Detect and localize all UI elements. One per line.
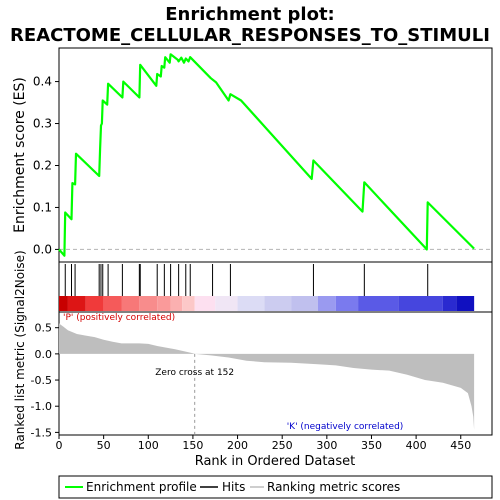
heat-block bbox=[67, 296, 86, 311]
es-curve-group bbox=[58, 53, 492, 257]
ranking-metric-fill bbox=[59, 323, 475, 430]
metric-y-tick-label: 0.5 bbox=[35, 322, 53, 335]
metric-y-tick-label: -0.5 bbox=[31, 374, 52, 387]
heat-block bbox=[442, 296, 457, 311]
es-y-tick-label: 0.4 bbox=[33, 75, 52, 89]
heat-block bbox=[215, 296, 238, 311]
heat-block bbox=[103, 296, 122, 311]
metric-y-axis-label: Ranked list metric (Signal2Noise) bbox=[13, 250, 27, 449]
ranking-heat-bar bbox=[59, 296, 475, 311]
heat-block bbox=[317, 296, 336, 311]
heat-block bbox=[157, 296, 171, 311]
x-tick-label: 450 bbox=[450, 439, 471, 452]
negative-correlation-label: 'K' (negatively correlated) bbox=[287, 422, 404, 432]
heat-block bbox=[398, 296, 443, 311]
x-tick-label: 0 bbox=[56, 439, 63, 452]
es-y-tick-label: 0.1 bbox=[33, 200, 52, 214]
x-tick-label: 250 bbox=[272, 439, 293, 452]
positive-correlation-label: 'P' (positively correlated) bbox=[63, 313, 175, 323]
x-tick-label: 200 bbox=[227, 439, 248, 452]
x-tick-label: 100 bbox=[138, 439, 159, 452]
hit-lines bbox=[64, 264, 429, 296]
metric-y-tick-label: -1.0 bbox=[31, 400, 52, 413]
legend-box bbox=[58, 475, 493, 499]
x-tick-label: 350 bbox=[361, 439, 382, 452]
heat-block bbox=[59, 296, 68, 311]
heat-block bbox=[121, 296, 140, 311]
metric-y-tick-label: 0.0 bbox=[35, 348, 53, 361]
x-tick-label: 50 bbox=[97, 439, 111, 452]
enrichment-profile-line bbox=[58, 53, 475, 257]
heat-block bbox=[358, 296, 399, 311]
heat-block bbox=[85, 296, 104, 311]
ranking-metric-area bbox=[59, 323, 475, 430]
es-panel-frame bbox=[58, 47, 493, 263]
heat-block bbox=[335, 296, 359, 311]
heat-block bbox=[194, 296, 216, 311]
heat-block bbox=[291, 296, 318, 311]
heat-block bbox=[264, 296, 292, 311]
metric-y-tick-label: -1.5 bbox=[31, 426, 52, 439]
es-y-tick-label: 0.2 bbox=[33, 158, 52, 172]
x-axis-ticks: 0 50 100 150 200 250 300 350 400 450 bbox=[56, 435, 471, 452]
es-y-tick-label: 0.0 bbox=[33, 242, 52, 256]
es-y-tick-label: 0.3 bbox=[33, 117, 52, 131]
legend-hits-label: Hits bbox=[222, 480, 245, 494]
heat-block bbox=[170, 296, 183, 311]
chart-title-line2: REACTOME_CELLULAR_RESPONSES_TO_STIMULI bbox=[10, 25, 490, 46]
zero-cross-label: Zero cross at 152 bbox=[155, 368, 234, 378]
metric-y-ticks: 0.5 0.0 -0.5 -1.0 -1.5 bbox=[31, 322, 59, 439]
es-y-axis-label: Enrichment score (ES) bbox=[12, 77, 28, 233]
legend-metric-label: Ranking metric scores bbox=[267, 480, 400, 494]
x-tick-label: 300 bbox=[316, 439, 337, 452]
heat-block bbox=[456, 296, 475, 311]
legend-enrichment-label: Enrichment profile bbox=[86, 480, 197, 494]
heat-block bbox=[182, 296, 195, 311]
x-tick-label: 150 bbox=[182, 439, 203, 452]
chart-title-line1: Enrichment plot: bbox=[165, 4, 335, 25]
x-tick-label: 400 bbox=[406, 439, 427, 452]
es-y-ticks: 0.0 0.1 0.2 0.3 0.4 bbox=[33, 75, 59, 256]
heat-block bbox=[139, 296, 158, 311]
heat-block bbox=[237, 296, 265, 311]
x-axis-label: Rank in Ordered Dataset bbox=[195, 454, 356, 469]
